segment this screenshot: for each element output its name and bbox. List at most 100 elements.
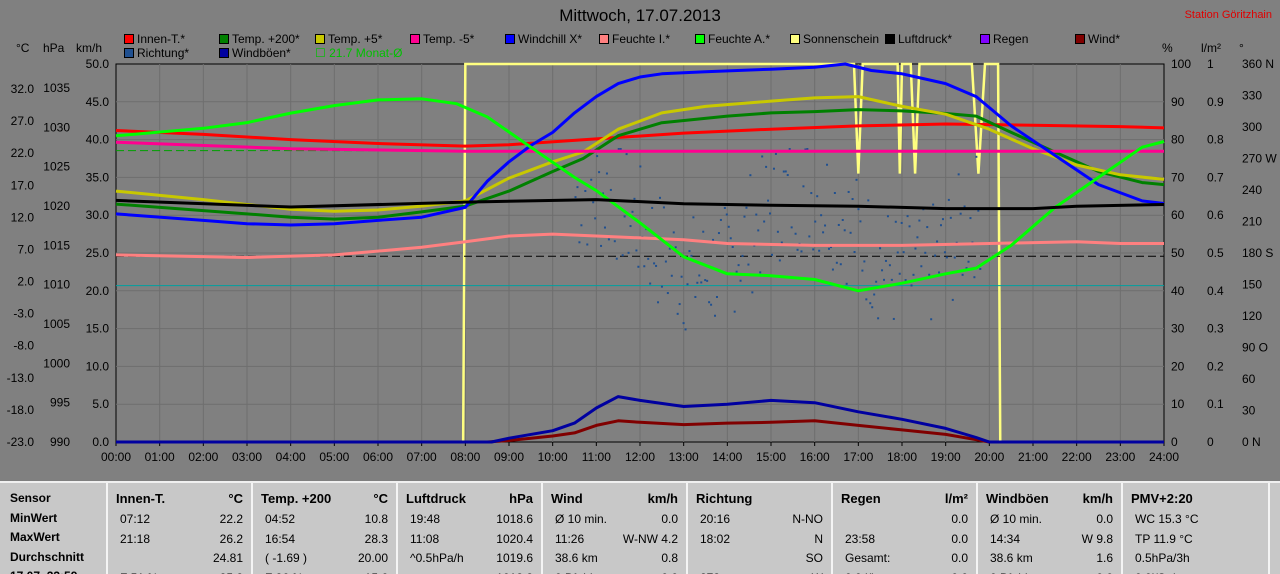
table-cell-row: 21:18 26.2 bbox=[116, 532, 243, 552]
direction-point bbox=[930, 318, 933, 321]
direction-point bbox=[941, 218, 944, 221]
cell-left: 0.0 l/h bbox=[845, 571, 878, 574]
direction-point bbox=[692, 216, 695, 219]
x-tick-label: 19:00 bbox=[931, 450, 961, 464]
direction-point bbox=[859, 220, 862, 223]
direction-point bbox=[619, 148, 622, 150]
cell-left: → bbox=[410, 571, 422, 574]
direction-point bbox=[826, 163, 829, 166]
y-tick-temp: 32.0 bbox=[11, 82, 35, 96]
cell-left: 11:26 bbox=[555, 531, 585, 546]
direction-point bbox=[853, 251, 856, 254]
y-tick-percent: 30 bbox=[1171, 322, 1185, 336]
legend-swatch bbox=[599, 34, 609, 44]
direction-point bbox=[877, 317, 880, 320]
x-tick-label: 14:00 bbox=[712, 450, 742, 464]
direction-point bbox=[808, 235, 811, 238]
direction-point bbox=[965, 267, 968, 270]
cell-value: 0.0 bbox=[661, 571, 678, 574]
direction-point bbox=[912, 273, 915, 276]
cell-value: 1.6 bbox=[1096, 551, 1113, 565]
column-title: Regen bbox=[841, 491, 881, 506]
legend-item: Richtung* bbox=[124, 46, 189, 60]
direction-point bbox=[651, 206, 654, 209]
table-cell-row: 0.0 bbox=[841, 512, 968, 532]
direction-point bbox=[737, 264, 740, 267]
direction-point bbox=[771, 253, 773, 256]
cell-left: 11:08 bbox=[410, 531, 440, 546]
y-tick-rain: 0.5 bbox=[1207, 246, 1224, 260]
legend-swatch bbox=[885, 34, 895, 44]
cell-left: 38.6 km bbox=[555, 551, 598, 565]
cell-left: TP 11.9 °C bbox=[1135, 531, 1193, 546]
legend-swatch bbox=[790, 34, 800, 44]
legend-label: Regen bbox=[993, 32, 1029, 46]
legend-label: Richtung* bbox=[137, 46, 190, 60]
direction-point bbox=[674, 246, 677, 249]
y-tick-rain: 0.8 bbox=[1207, 133, 1224, 147]
direction-point bbox=[788, 148, 791, 150]
legend-swatch bbox=[124, 48, 134, 58]
direction-point bbox=[662, 206, 665, 209]
table-cell-row: 18:02 N bbox=[696, 532, 823, 552]
direction-point bbox=[888, 264, 891, 267]
cell-left: Ø 10 min. bbox=[990, 512, 1043, 526]
legend-label: Windböen* bbox=[232, 46, 291, 60]
direction-point bbox=[776, 230, 779, 233]
table-cell-row: 14:34 W 9.8 bbox=[986, 532, 1113, 552]
direction-point bbox=[918, 219, 921, 222]
weather-chart: 00:00 01:00 02:00 03:00 04:00 05:00 06:00 07:00… bbox=[7, 57, 1278, 464]
direction-point bbox=[749, 174, 752, 177]
direction-point bbox=[696, 281, 699, 284]
x-tick-label: 03:00 bbox=[232, 450, 262, 464]
table-cell-row: 0.5hPa/3h bbox=[1131, 551, 1260, 571]
x-tick-label: 01:00 bbox=[145, 450, 175, 464]
cell-value: 0.0 bbox=[661, 512, 678, 526]
legend-swatch bbox=[410, 34, 420, 44]
direction-point bbox=[845, 282, 848, 285]
x-tick-label: 09:00 bbox=[494, 450, 524, 464]
direction-point bbox=[890, 278, 893, 281]
y-tick-percent: 0 bbox=[1171, 435, 1178, 449]
legend-swatch bbox=[219, 34, 229, 44]
direction-point bbox=[598, 171, 601, 174]
series-line bbox=[116, 419, 1164, 444]
legend-item: Temp. +200* bbox=[219, 32, 300, 46]
direction-point bbox=[837, 223, 840, 226]
y-tick-kmh: 50.0 bbox=[86, 57, 110, 71]
direction-point bbox=[743, 215, 746, 218]
table-row-label: 17.07. 23:59 bbox=[10, 569, 98, 574]
table-column: Regen l/m² 0.0 23:58 0.0 Gesamt: 0.0 0.0 l/h 0.0 bbox=[833, 483, 978, 574]
station-name: Station Göritzhain bbox=[1184, 9, 1272, 21]
direction-point bbox=[849, 231, 852, 234]
table-row-label: Sensor bbox=[10, 491, 51, 505]
x-tick-label: 13:00 bbox=[669, 450, 699, 464]
y-tick-hpa: 1035 bbox=[43, 81, 70, 95]
x-tick-label: 11:00 bbox=[582, 450, 611, 464]
direction-point bbox=[586, 243, 589, 246]
direction-point bbox=[786, 174, 789, 177]
direction-point bbox=[936, 240, 939, 243]
series-line bbox=[115, 97, 1165, 293]
cell-value: N bbox=[814, 531, 823, 546]
legend-label: Luftdruck* bbox=[898, 32, 953, 46]
direction-point bbox=[643, 265, 646, 268]
column-title: Richtung bbox=[696, 491, 753, 506]
legend-label: Wind* bbox=[1088, 32, 1121, 46]
x-tick-label: 24:00 bbox=[1149, 450, 1179, 464]
column-unit: hPa bbox=[509, 491, 533, 506]
table-row-label: Durchschnitt bbox=[10, 549, 85, 564]
x-tick-label: 05:00 bbox=[319, 450, 349, 464]
y-tick-rain: 0.7 bbox=[1207, 170, 1224, 184]
table-cell-row: → 1018.8 bbox=[406, 571, 533, 574]
direction-point bbox=[894, 220, 897, 223]
table-cell-row: F 86 % 15.6 bbox=[261, 571, 388, 574]
direction-point bbox=[666, 292, 669, 295]
y-tick-kmh: 0.0 bbox=[92, 435, 109, 449]
cell-left: ^0.5hPa/h bbox=[410, 551, 464, 565]
x-tick-label: 15:00 bbox=[756, 450, 786, 464]
table-cell-row: 0 Bft LL 0.0 bbox=[551, 571, 678, 574]
cell-value: 20.00 bbox=[357, 551, 388, 565]
direction-point bbox=[934, 254, 937, 257]
table-column: Temp. +200 °C 04:52 10.8 16:54 28.3 ( -1.69 ) 2… bbox=[253, 483, 398, 574]
